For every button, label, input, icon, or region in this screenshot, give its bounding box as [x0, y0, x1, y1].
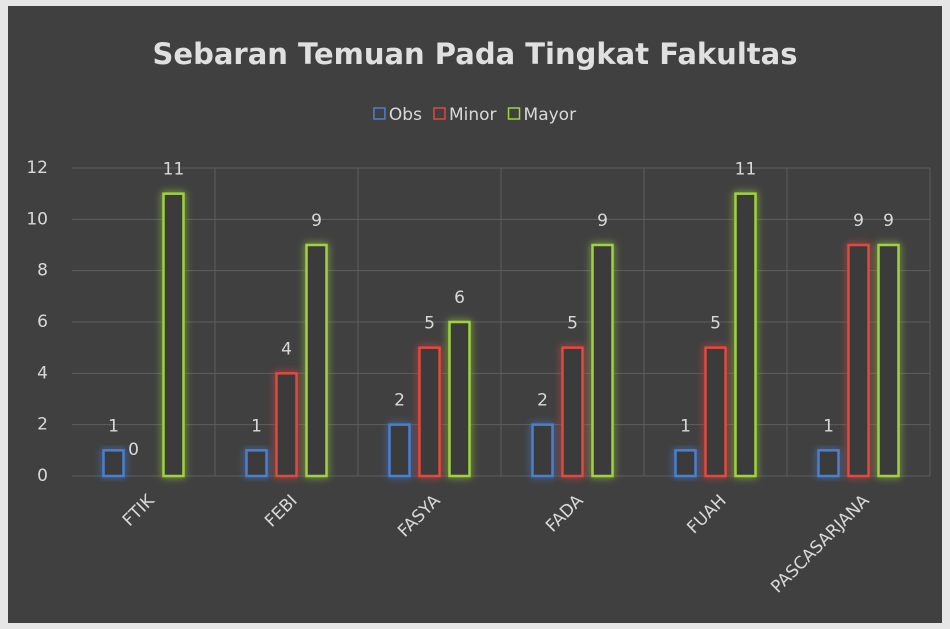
- data-label: 6: [454, 288, 465, 308]
- chart-title: Sebaran Temuan Pada Tingkat Fakultas: [153, 37, 798, 71]
- bar: [591, 243, 614, 478]
- bar: [102, 449, 125, 478]
- y-tick-label: 6: [37, 312, 48, 332]
- bar: [674, 449, 697, 478]
- data-label: 2: [537, 391, 548, 411]
- data-label: 9: [883, 211, 894, 231]
- legend-label: Obs: [389, 105, 422, 125]
- bar: [817, 449, 840, 478]
- y-tick-label: 8: [37, 261, 48, 281]
- data-label: 5: [710, 314, 721, 334]
- legend-label: Minor: [449, 105, 497, 125]
- data-label: 1: [823, 416, 834, 436]
- y-tick-label: 2: [37, 415, 48, 435]
- y-tick-label: 10: [26, 209, 48, 229]
- chart-background: [8, 6, 942, 623]
- y-tick-label: 12: [26, 158, 48, 178]
- y-tick-label: 0: [37, 466, 48, 486]
- data-label: 11: [735, 160, 757, 180]
- bar: [877, 243, 900, 478]
- legend-swatch: [433, 107, 446, 120]
- bar: [531, 423, 554, 478]
- bar: [448, 320, 471, 478]
- data-label: 11: [163, 160, 185, 180]
- bar: [704, 346, 727, 478]
- bar: [305, 243, 328, 478]
- data-label: 9: [597, 211, 608, 231]
- data-label: 9: [853, 211, 864, 231]
- bar: [418, 346, 441, 478]
- y-tick-label: 4: [37, 363, 48, 383]
- data-label: 5: [424, 314, 435, 334]
- data-label: 0: [128, 440, 139, 460]
- bar: [245, 449, 268, 478]
- data-label: 1: [108, 416, 119, 436]
- bar: [388, 423, 411, 478]
- data-label: 4: [281, 339, 292, 359]
- bar: [561, 346, 584, 478]
- legend: Obs Minor Mayor: [373, 105, 577, 125]
- legend-label: Mayor: [524, 105, 577, 125]
- bar: [275, 372, 298, 478]
- legend-swatch: [373, 107, 386, 120]
- bar: [847, 243, 870, 478]
- bar: [734, 192, 757, 478]
- data-label: 2: [394, 391, 405, 411]
- data-label: 1: [251, 416, 262, 436]
- data-label: 1: [680, 416, 691, 436]
- legend-swatch: [507, 107, 521, 120]
- data-label: 5: [567, 314, 578, 334]
- bar: [162, 192, 185, 478]
- data-label: 9: [311, 211, 322, 231]
